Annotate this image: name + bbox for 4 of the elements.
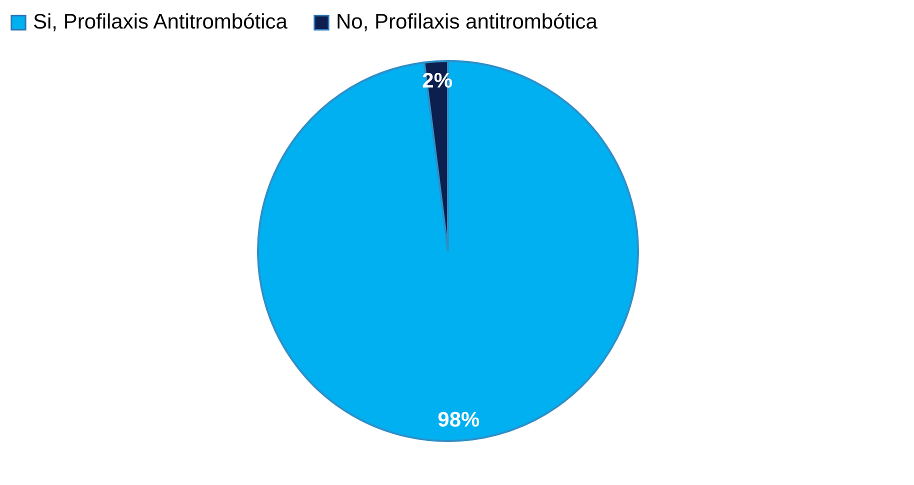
legend-label: Si, Profilaxis Antitrombótica [33,10,288,34]
pie-slice [257,60,639,442]
legend-label: No, Profilaxis antitrombótica [336,10,598,34]
data-label: 98% [438,408,480,432]
